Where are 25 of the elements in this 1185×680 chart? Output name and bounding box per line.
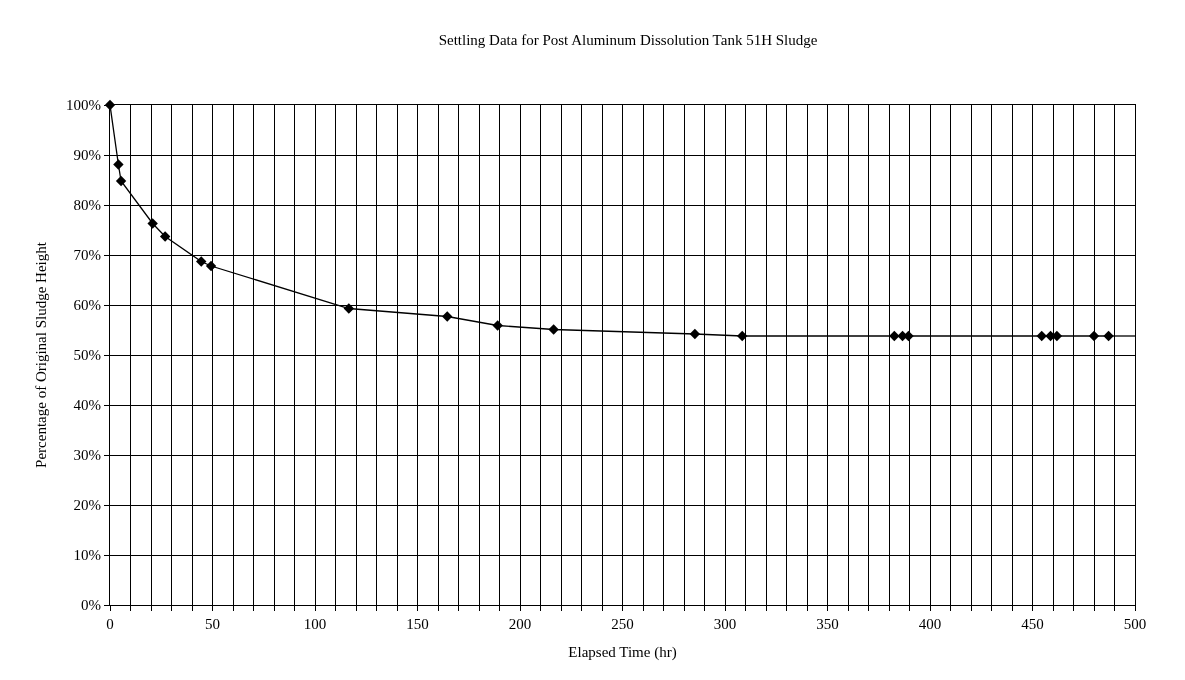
y-tick-label: 20%: [73, 497, 101, 514]
x-tick-label: 250: [611, 616, 634, 632]
chart-title: Settling Data for Post Aluminum Dissolution Tank 51H Sludge: [438, 31, 818, 48]
x-tick-label: 500: [1123, 616, 1147, 632]
y-tick-label: 40%: [73, 397, 101, 414]
y-tick-label: 50%: [73, 347, 101, 364]
x-tick-label: 0: [106, 616, 114, 632]
y-tick-label: 60%: [73, 297, 101, 314]
y-tick-label: 90%: [73, 147, 101, 164]
y-tick-label: 10%: [73, 547, 101, 564]
x-tick-label: 150: [406, 616, 429, 632]
y-tick-label: 70%: [73, 247, 101, 264]
y-axis-title: Percentage of Original Sludge Height: [33, 241, 50, 468]
y-tick-label: 80%: [73, 197, 101, 214]
x-tick-label: 450: [1021, 616, 1044, 632]
x-tick-label: 300: [713, 616, 737, 632]
y-tick-label: 30%: [73, 447, 101, 464]
x-axis-title: Elapsed Time (hr): [568, 644, 677, 661]
x-tick-label: 100: [303, 616, 327, 632]
x-tick-label: 50: [205, 616, 220, 632]
x-tick-label: 200: [508, 616, 532, 632]
x-tick-label: 350: [816, 616, 839, 632]
y-tick-label: 0%: [81, 597, 101, 614]
y-tick-label: 100%: [66, 97, 101, 114]
x-tick-label: 400: [918, 616, 942, 632]
